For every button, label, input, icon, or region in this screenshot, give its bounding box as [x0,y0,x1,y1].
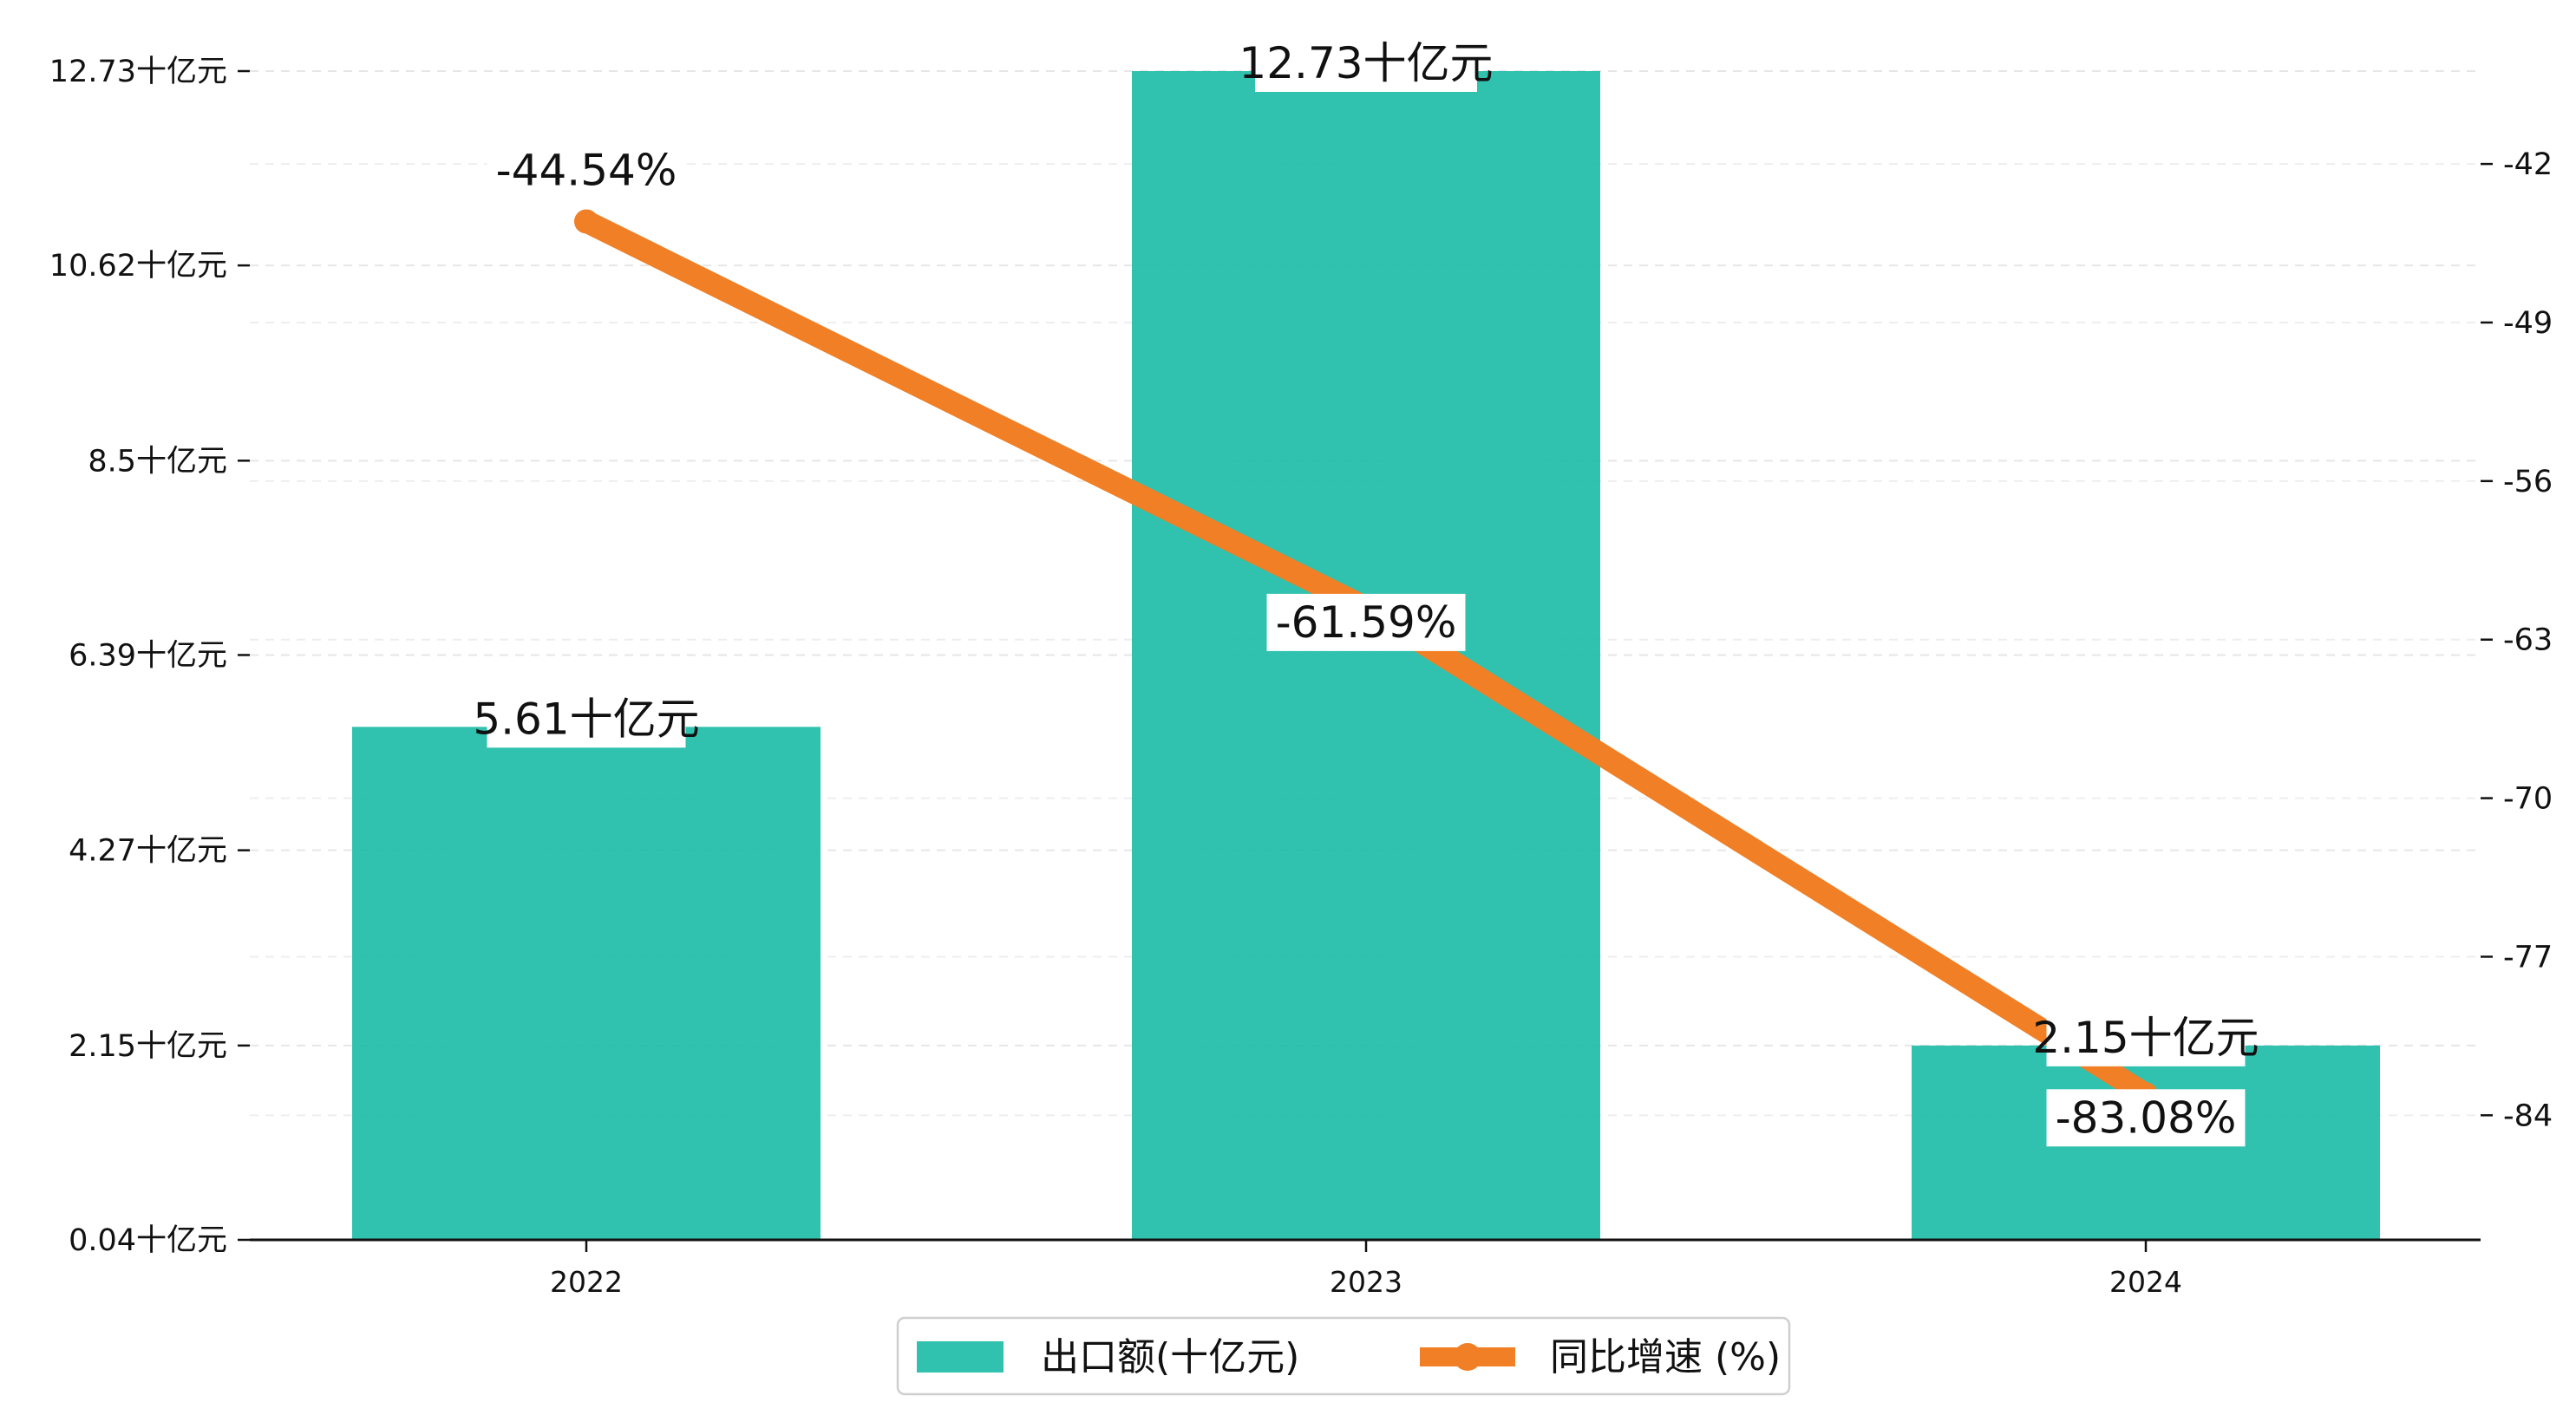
legend-box [896,1316,1791,1396]
bar-value-label-box [1255,35,1477,92]
right-tick-label: -77 [2503,940,2553,975]
right-tick-label: -49 [2503,306,2553,341]
right-tick-label: -56 [2503,465,2553,499]
left-tick-label: 8.5十亿元 [88,444,227,479]
x-tick-label: 2023 [1330,1265,1402,1299]
right-tick-label: -63 [2503,623,2553,658]
legend-bar-label: 出口额(十亿元) [1041,1335,1299,1379]
legend-line-marker [1454,1343,1481,1371]
legend-line-label: 同比增速 (%) [1550,1335,1781,1379]
growth-value-label-box [487,141,686,199]
bar-2023 [1132,71,1600,1240]
bar-value-label: 5.61十亿元 [473,690,700,748]
right-tick-label: -70 [2503,782,2553,817]
left-tick-label: 0.04十亿元 [69,1223,227,1258]
x-tick-label: 2022 [550,1265,623,1299]
x-tick-label: 2024 [2109,1265,2182,1299]
growth-value-label-text: -44.54% [496,145,677,195]
bar-2022 [352,727,821,1240]
left-tick-label: 12.73十亿元 [49,55,227,89]
bar-value-label-box [2046,1008,2246,1066]
growth-value-label-text: -83.08% [2056,1092,2237,1143]
bar-value-label: 12.73十亿元 [1239,35,1494,92]
growth-value-label: -61.59% [1266,593,1466,651]
left-tick-label: 10.62十亿元 [49,249,227,284]
growth-value-label-box [2046,1089,2246,1147]
left-tick-label: 2.15十亿元 [69,1029,227,1064]
bar-value-label-box [487,690,686,748]
growth-value-label: -44.54% [487,141,686,199]
data-labels: 5.61十亿元 12.73十亿元 2.15十亿元 -44.54% -61.59% -83.… [473,35,2259,1147]
right-tick-label: -84 [2503,1099,2553,1133]
legend-bar-swatch [917,1341,1004,1373]
axes: 0.04十亿元 2.15十亿元 4.27十亿元 6.39十亿元 8.5十亿元 10.62十… [49,55,2553,1299]
bar-value-label-text: 2.15十亿元 [2032,1013,2259,1063]
bar-series [352,71,2380,1240]
growth-value-label-text: -61.59% [1276,597,1457,648]
growth-value-label-box [1266,593,1466,651]
growth-point-2022 [574,209,598,234]
growth-value-label: -83.08% [2046,1089,2246,1147]
left-tick-label: 4.27十亿元 [69,834,227,869]
bar-value-label: 2.15十亿元 [2032,1008,2259,1066]
bar-value-label-text: 12.73十亿元 [1239,38,1493,88]
legend: 出口额(十亿元) 同比增速 (%) [896,1316,1791,1396]
left-tick-label: 6.39十亿元 [69,638,227,673]
right-tick-label: -42 [2503,147,2553,182]
bar-value-label-text: 5.61十亿元 [473,694,699,744]
